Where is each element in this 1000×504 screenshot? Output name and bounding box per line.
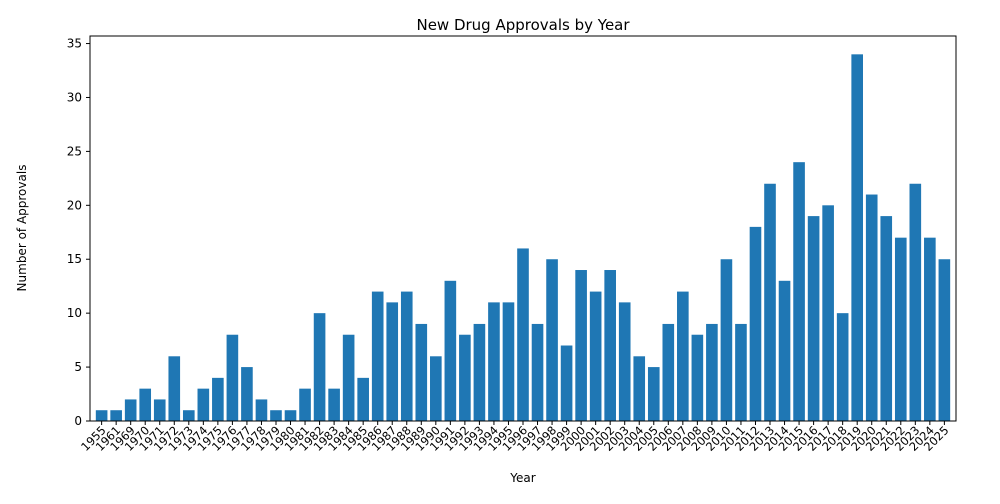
bar-1999 (560, 345, 573, 421)
bar-1979 (270, 410, 282, 421)
bar-2002 (604, 270, 616, 421)
bar-1990 (430, 356, 442, 421)
bar-1982 (313, 313, 326, 421)
bar-2012 (749, 226, 762, 421)
bar-1995 (502, 302, 515, 421)
bar-2011 (735, 323, 747, 421)
bar-1994 (488, 302, 500, 421)
y-axis: 0 5 10 15 20 25 30 35 (67, 37, 90, 428)
bar-1980 (284, 410, 297, 421)
bar-1989 (415, 323, 428, 421)
bar-1987 (386, 302, 399, 421)
bar-2003 (618, 302, 631, 421)
y-tick-label: 25 (67, 144, 82, 158)
bar-2014 (778, 280, 791, 421)
bar-2007 (677, 291, 689, 421)
y-tick-label: 5 (74, 360, 82, 374)
y-axis-label: Number of Approvals (15, 165, 29, 292)
bar-1978 (255, 399, 268, 421)
bar-2010 (720, 259, 733, 421)
bar-2022 (894, 237, 907, 421)
bar-1955 (95, 410, 108, 421)
bar-1998 (546, 259, 558, 421)
bar-1969 (124, 399, 137, 421)
chart-title: New Drug Approvals by Year (416, 16, 630, 34)
y-tick-label: 35 (67, 37, 82, 51)
bar-2008 (691, 334, 704, 421)
bar-2005 (647, 367, 660, 421)
bar-1985 (357, 377, 369, 421)
bars-layer (95, 54, 951, 421)
bar-1988 (400, 291, 413, 421)
y-tick-label: 10 (67, 306, 82, 320)
bar-1961 (110, 410, 122, 421)
bar-1984 (342, 334, 355, 421)
y-tick-label: 15 (67, 252, 82, 266)
bar-1986 (371, 291, 384, 421)
bar-1972 (168, 356, 181, 421)
bar-1997 (531, 323, 544, 421)
bar-1991 (444, 280, 457, 421)
bar-2001 (589, 291, 602, 421)
bar-2000 (575, 270, 587, 421)
bar-1992 (459, 334, 471, 421)
bar-2023 (909, 183, 922, 421)
bar-1970 (139, 388, 152, 421)
bar-2018 (836, 313, 849, 421)
bar-2006 (662, 323, 675, 421)
bar-2015 (793, 162, 805, 421)
bar-2009 (706, 323, 718, 421)
bar-2016 (807, 216, 820, 421)
bar-2017 (822, 205, 834, 421)
plot-frame (89, 35, 957, 422)
bar-1993 (473, 323, 486, 421)
bar-1983 (328, 388, 340, 421)
y-tick-label: 30 (67, 90, 82, 104)
bar-2004 (633, 356, 646, 421)
bar-1975 (212, 377, 224, 421)
bar-2013 (764, 183, 776, 421)
x-axis-label: Year (509, 471, 535, 485)
bar-1981 (299, 388, 311, 421)
bar-1973 (182, 410, 195, 421)
bar-1996 (517, 248, 529, 421)
bar-1974 (197, 388, 210, 421)
bar-2024 (924, 237, 936, 421)
bar-2021 (880, 216, 893, 421)
bar-2020 (865, 194, 878, 421)
bar-1976 (226, 334, 239, 421)
y-tick-label: 0 (74, 414, 82, 428)
bar-2019 (851, 54, 863, 421)
bar-1977 (241, 367, 253, 421)
bar-2025 (938, 259, 951, 421)
x-axis: 1955196119691970197119721973197419751976… (78, 421, 952, 454)
y-tick-label: 20 (67, 198, 82, 212)
bar-1971 (153, 399, 166, 421)
